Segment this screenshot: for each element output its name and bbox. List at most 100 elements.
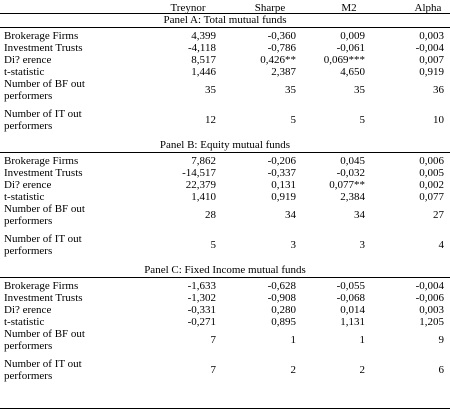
cell-value: 0,280 [271, 304, 296, 316]
cell-value: 35 [285, 84, 296, 96]
cell-value: 0,919 [271, 191, 296, 203]
panel-rule [0, 277, 450, 278]
cell-value: 7,862 [191, 155, 216, 167]
cell-value: 2 [290, 364, 297, 376]
cell-value: -0,628 [267, 280, 296, 292]
cell-value: 27 [433, 209, 444, 221]
cell-value: 5 [290, 114, 297, 126]
cell-value: -0,360 [267, 30, 296, 42]
cell-value: -0,006 [415, 292, 444, 304]
cell-value: 0,069*** [323, 54, 365, 66]
bottom-rule [0, 408, 450, 409]
panel-title: Panel A: Total mutual funds [163, 14, 287, 26]
cell-value: 12 [205, 114, 216, 126]
cell-value: 3 [359, 239, 366, 251]
cell-value: 0,005 [419, 167, 444, 179]
cell-value: 6 [438, 364, 445, 376]
cell-value: 4,399 [191, 30, 216, 42]
row-label: Number of BF out performers [4, 203, 85, 227]
cell-value: 0,003 [419, 304, 444, 316]
cell-value: 5 [359, 114, 366, 126]
cell-value: -0,004 [415, 280, 444, 292]
cell-value: 34 [285, 209, 296, 221]
row-label: Investment Trusts [4, 42, 83, 54]
column-header-treynor: Treynor [170, 2, 206, 14]
cell-value: 1,205 [419, 316, 444, 328]
panel-title: Panel B: Equity mutual funds [159, 139, 291, 151]
cell-value: 8,517 [191, 54, 216, 66]
row-label: t-statistic [4, 316, 45, 328]
cell-value: 0,002 [419, 179, 444, 191]
row-label: Investment Trusts [4, 167, 83, 179]
cell-value: 0,003 [419, 30, 444, 42]
cell-value: -0,331 [187, 304, 216, 316]
row-label: Di? erence [4, 304, 52, 316]
cell-value: -14,517 [182, 167, 216, 179]
cell-value: 35 [205, 84, 216, 96]
cell-value: 0,426** [260, 54, 296, 66]
row-label: t-statistic [4, 191, 45, 203]
cell-value: -0,032 [336, 167, 365, 179]
cell-value: 5 [210, 239, 217, 251]
cell-value: 0,131 [271, 179, 296, 191]
cell-value: 0,009 [340, 30, 365, 42]
cell-value: 0,919 [419, 66, 444, 78]
cell-value: 3 [290, 239, 297, 251]
cell-value: -0,061 [336, 42, 365, 54]
column-header-m2: M2 [341, 2, 357, 14]
cell-value: -0,206 [267, 155, 296, 167]
cell-value: -4,118 [187, 42, 216, 54]
cell-value: 2 [359, 364, 366, 376]
cell-value: 0,014 [340, 304, 365, 316]
row-label: Brokerage Firms [4, 280, 79, 292]
cell-value: 0,077** [329, 179, 365, 191]
cell-value: 1 [359, 334, 366, 346]
row-label: Brokerage Firms [4, 30, 79, 42]
cell-value: 0,007 [419, 54, 444, 66]
cell-value: 9 [438, 334, 445, 346]
cell-value: -0,004 [415, 42, 444, 54]
cell-value: 0,006 [419, 155, 444, 167]
cell-value: 4,650 [340, 66, 365, 78]
cell-value: 0,045 [340, 155, 365, 167]
cell-value: 1 [290, 334, 297, 346]
header-rule [0, 13, 450, 14]
cell-value: 10 [433, 114, 444, 126]
row-label: Number of BF out performers [4, 78, 85, 102]
cell-value: 2,387 [271, 66, 296, 78]
row-label: Brokerage Firms [4, 155, 79, 167]
cell-value: 34 [354, 209, 365, 221]
panel-rule [0, 27, 450, 28]
cell-value: 28 [205, 209, 216, 221]
cell-value: 1,131 [340, 316, 365, 328]
cell-value: -0,337 [267, 167, 296, 179]
cell-value: 22,379 [185, 179, 216, 191]
panel-title: Panel C: Fixed Income mutual funds [144, 264, 306, 276]
row-label: t-statistic [4, 66, 45, 78]
cell-value: 7 [210, 334, 217, 346]
cell-value: -1,633 [187, 280, 216, 292]
row-label: Number of BF out performers [4, 328, 85, 352]
cell-value: 35 [354, 84, 365, 96]
cell-value: -0,068 [336, 292, 365, 304]
cell-value: -0,786 [267, 42, 296, 54]
cell-value: 1,410 [191, 191, 216, 203]
cell-value: -0,271 [187, 316, 216, 328]
row-label: Investment Trusts [4, 292, 83, 304]
row-label: Di? erence [4, 54, 52, 66]
row-label: Number of IT out performers [4, 233, 82, 257]
cell-value: 1,446 [191, 66, 216, 78]
panel-rule [0, 152, 450, 153]
cell-value: 2,384 [340, 191, 365, 203]
cell-value: -0,908 [267, 292, 296, 304]
row-label: Number of IT out performers [4, 108, 82, 132]
cell-value: 36 [433, 84, 444, 96]
column-header-sharpe: Sharpe [254, 2, 286, 14]
cell-value: -0,055 [336, 280, 365, 292]
cell-value: 0,077 [419, 191, 444, 203]
cell-value: 4 [438, 239, 445, 251]
cell-value: -1,302 [187, 292, 216, 304]
column-header-alpha: Alpha [414, 2, 442, 14]
row-label: Di? erence [4, 179, 52, 191]
